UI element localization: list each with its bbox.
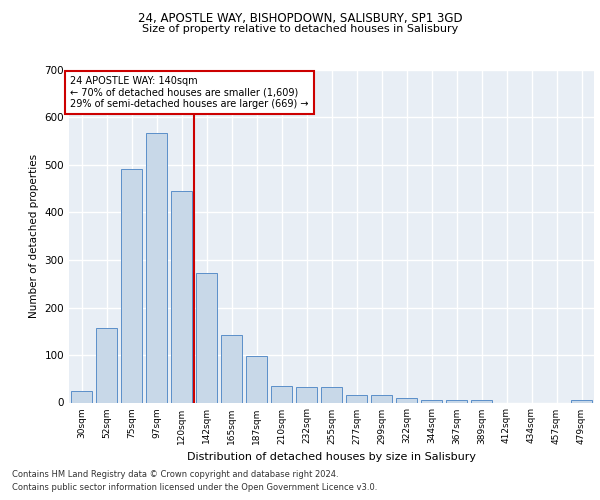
Bar bbox=[571, 400, 592, 402]
Bar bbox=[96, 328, 117, 402]
Bar bbox=[221, 334, 242, 402]
Bar bbox=[346, 396, 367, 402]
Text: Size of property relative to detached houses in Salisbury: Size of property relative to detached ho… bbox=[142, 24, 458, 34]
Bar bbox=[246, 356, 267, 403]
X-axis label: Distribution of detached houses by size in Salisbury: Distribution of detached houses by size … bbox=[187, 452, 476, 462]
Bar bbox=[296, 388, 317, 402]
Text: Contains public sector information licensed under the Open Government Licence v3: Contains public sector information licen… bbox=[12, 484, 377, 492]
Bar bbox=[271, 386, 292, 402]
Bar bbox=[196, 274, 217, 402]
Bar bbox=[371, 396, 392, 402]
Text: Contains HM Land Registry data © Crown copyright and database right 2024.: Contains HM Land Registry data © Crown c… bbox=[12, 470, 338, 479]
Bar bbox=[421, 400, 442, 402]
Bar bbox=[396, 398, 417, 402]
Text: 24, APOSTLE WAY, BISHOPDOWN, SALISBURY, SP1 3GD: 24, APOSTLE WAY, BISHOPDOWN, SALISBURY, … bbox=[137, 12, 463, 25]
Bar bbox=[446, 400, 467, 402]
Bar bbox=[121, 169, 142, 402]
Y-axis label: Number of detached properties: Number of detached properties bbox=[29, 154, 39, 318]
Bar bbox=[321, 388, 342, 402]
Bar bbox=[71, 390, 92, 402]
Bar bbox=[471, 400, 492, 402]
Bar bbox=[171, 191, 192, 402]
Bar bbox=[146, 133, 167, 402]
Text: 24 APOSTLE WAY: 140sqm
← 70% of detached houses are smaller (1,609)
29% of semi-: 24 APOSTLE WAY: 140sqm ← 70% of detached… bbox=[70, 76, 309, 109]
